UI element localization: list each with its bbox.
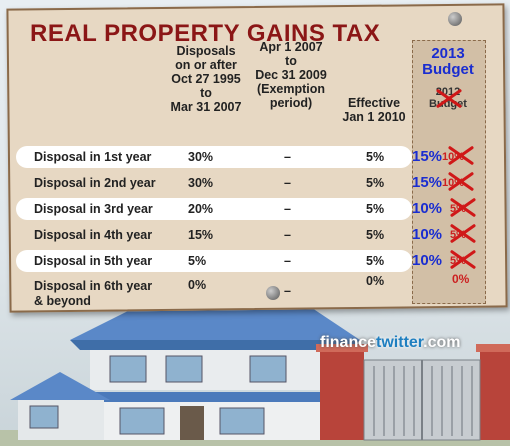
rate-exemption: – bbox=[284, 202, 291, 216]
header-exemption: Apr 1 2007 to Dec 31 2009 (Exemption period) bbox=[255, 40, 327, 110]
table-row: Disposal in 4th year 15% – 5% bbox=[16, 224, 412, 246]
rate-2010: 0% bbox=[366, 274, 385, 288]
rate-2013-budget: 15% bbox=[412, 174, 443, 191]
rate-2013-budget: 10% bbox=[412, 200, 443, 217]
rate-2010: 5% bbox=[366, 202, 385, 216]
row-label: Disposal in 3rd year bbox=[34, 202, 153, 216]
rate-pre2007: 30% bbox=[188, 150, 214, 164]
page-title: REAL PROPERTY GAINS TAX bbox=[30, 20, 381, 47]
row-label: Disposal in 2nd year bbox=[34, 176, 156, 190]
pin-icon bbox=[448, 12, 462, 26]
rate-exemption: – bbox=[284, 176, 291, 190]
table-row: Disposal in 2nd year 30% – 5% bbox=[16, 172, 412, 194]
rate-2010: 5% bbox=[366, 150, 385, 164]
strike-icon bbox=[448, 171, 474, 191]
table-row: Disposal in 6th year & beyond 0% – 0% bbox=[16, 274, 412, 310]
rate-exemption: – bbox=[284, 150, 291, 164]
strike-icon bbox=[450, 223, 476, 243]
strike-icon bbox=[450, 249, 476, 269]
rate-2010: 5% bbox=[366, 228, 385, 242]
rate-pre2007: 5% bbox=[188, 254, 207, 268]
strike-icon bbox=[436, 88, 462, 108]
table-row: Disposal in 1st year 30% – 5% bbox=[16, 146, 412, 168]
table-row: Disposal in 3rd year 20% – 5% bbox=[16, 198, 412, 220]
header-2013-budget: 2013 Budget bbox=[422, 45, 474, 78]
rate-pre2007: 20% bbox=[188, 202, 214, 216]
watermark: financetwitter.com bbox=[320, 334, 461, 351]
rate-2010: 5% bbox=[366, 254, 385, 268]
rate-pre2007: 0% bbox=[188, 278, 207, 292]
row-label: Disposal in 6th year & beyond bbox=[34, 279, 153, 308]
strike-icon bbox=[448, 145, 474, 165]
rate-2013-budget: 10% bbox=[412, 226, 443, 243]
rate-exemption: – bbox=[284, 228, 291, 242]
strike-icon bbox=[450, 197, 476, 217]
table-row: Disposal in 5th year 5% – 5% bbox=[16, 250, 412, 272]
rate-exemption: – bbox=[284, 284, 291, 298]
rate-exemption: – bbox=[284, 254, 291, 268]
rate-pre2007: 15% bbox=[188, 228, 214, 242]
header-effective-2010: Effective Jan 1 2010 bbox=[342, 96, 406, 124]
row-label: Disposal in 5th year bbox=[34, 254, 153, 268]
row-label: Disposal in 1st year bbox=[34, 150, 152, 164]
header-pre2007: Disposals on or after Oct 27 1995 to Mar 31 … bbox=[170, 44, 242, 114]
pin-icon bbox=[266, 286, 280, 300]
rate-2013-budget: 10% bbox=[412, 252, 443, 269]
rate-pre2007: 30% bbox=[188, 176, 214, 190]
rate-2013-budget: 15% bbox=[412, 148, 443, 165]
rate-2012-budget: 0% bbox=[452, 272, 470, 286]
row-label: Disposal in 4th year bbox=[34, 228, 153, 242]
rate-2010: 5% bbox=[366, 176, 385, 190]
